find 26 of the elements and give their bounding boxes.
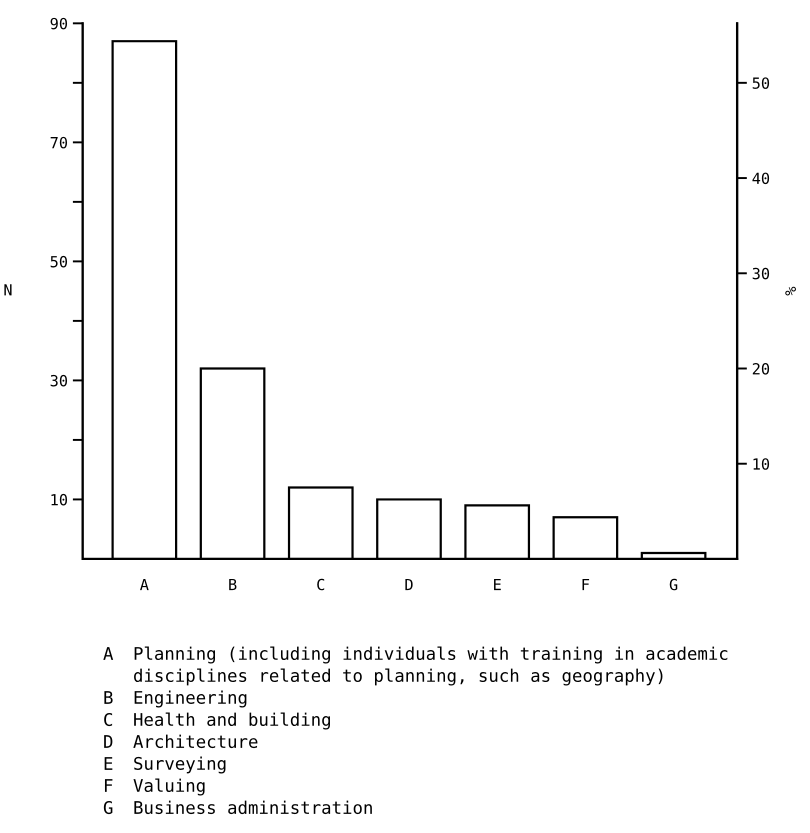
y-tick-label: 30 (50, 374, 68, 386)
y2-tick-label: 40 (752, 172, 770, 184)
y2-tick-label: 20 (752, 363, 770, 375)
x-tick-label: E (494, 578, 501, 590)
y2-tick-label: 30 (752, 268, 770, 280)
x-tick-label: F (582, 578, 590, 590)
y-tick-label: 70 (50, 136, 68, 148)
y2-tick-label: 50 (752, 77, 770, 89)
y-tick-label: 10 (51, 494, 68, 506)
x-tick-label: C (317, 578, 324, 590)
text: E Surveying (104, 756, 226, 774)
x-tick-label: B (229, 578, 236, 590)
x-tick-label: D (405, 578, 413, 590)
x-tick-label: G (670, 578, 678, 590)
text: C Health and building (104, 712, 330, 730)
y-axis-title: N (4, 284, 12, 296)
y-tick-label: 50 (50, 256, 68, 268)
y2-axis-title: % (785, 286, 796, 296)
text: A Planning (including individuals with training in academic disciplines related to planning, such as geography) (103, 646, 728, 686)
text: B Engineering (104, 690, 246, 708)
text: F Valuing (104, 778, 205, 796)
x-tick-label: A (140, 578, 149, 590)
text: G Business administration (104, 800, 372, 814)
y-tick-label: 90 (50, 18, 68, 30)
y2-tick-label: 10 (754, 458, 770, 470)
text: D Architecture (104, 734, 258, 748)
